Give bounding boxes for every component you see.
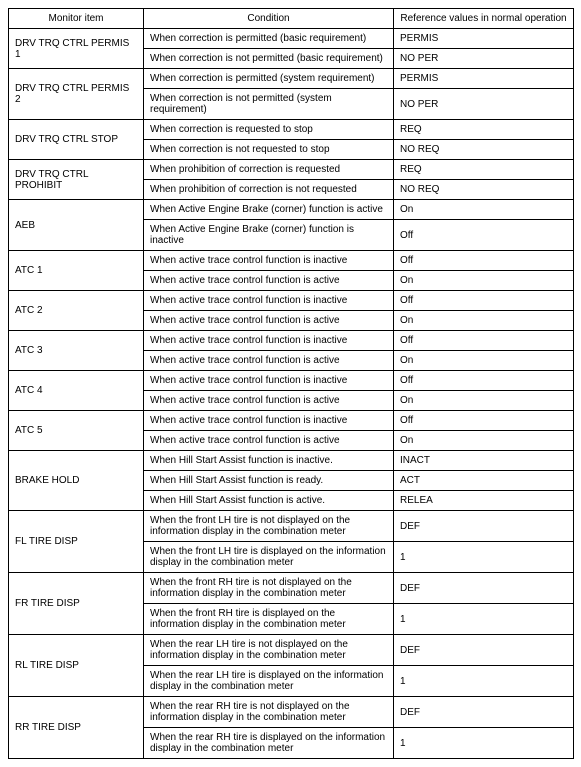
table-row: DRV TRQ CTRL PERMIS 2When correction is … bbox=[9, 69, 574, 89]
header-monitor-item: Monitor item bbox=[9, 9, 144, 29]
condition-cell: When active trace control function is ac… bbox=[144, 391, 394, 411]
condition-cell: When active trace control function is in… bbox=[144, 331, 394, 351]
reference-cell: On bbox=[394, 431, 574, 451]
reference-cell: NO PER bbox=[394, 89, 574, 120]
condition-cell: When active trace control function is in… bbox=[144, 411, 394, 431]
condition-cell: When the front LH tire is displayed on t… bbox=[144, 542, 394, 573]
monitor-item-cell: DRV TRQ CTRL STOP bbox=[9, 120, 144, 160]
condition-cell: When the front LH tire is not displayed … bbox=[144, 511, 394, 542]
reference-cell: DEF bbox=[394, 635, 574, 666]
monitor-item-cell: FR TIRE DISP bbox=[9, 573, 144, 635]
table-row: RL TIRE DISPWhen the rear LH tire is not… bbox=[9, 635, 574, 666]
reference-cell: On bbox=[394, 311, 574, 331]
condition-cell: When active trace control function is ac… bbox=[144, 351, 394, 371]
condition-cell: When correction is not requested to stop bbox=[144, 140, 394, 160]
reference-cell: DEF bbox=[394, 511, 574, 542]
condition-cell: When correction is permitted (system req… bbox=[144, 69, 394, 89]
condition-cell: When the rear LH tire is displayed on th… bbox=[144, 666, 394, 697]
table-row: DRV TRQ CTRL STOPWhen correction is requ… bbox=[9, 120, 574, 140]
condition-cell: When active trace control function is in… bbox=[144, 371, 394, 391]
reference-cell: Off bbox=[394, 371, 574, 391]
monitor-item-cell: ATC 3 bbox=[9, 331, 144, 371]
condition-cell: When Hill Start Assist function is inact… bbox=[144, 451, 394, 471]
reference-cell: NO REQ bbox=[394, 140, 574, 160]
header-reference: Reference values in normal operation bbox=[394, 9, 574, 29]
reference-cell: REQ bbox=[394, 120, 574, 140]
header-condition: Condition bbox=[144, 9, 394, 29]
reference-cell: Off bbox=[394, 220, 574, 251]
condition-cell: When the front RH tire is displayed on t… bbox=[144, 604, 394, 635]
monitor-item-cell: DRV TRQ CTRL PROHIBIT bbox=[9, 160, 144, 200]
monitor-item-cell: DRV TRQ CTRL PERMIS 1 bbox=[9, 29, 144, 69]
reference-cell: 1 bbox=[394, 604, 574, 635]
reference-cell: RELEA bbox=[394, 491, 574, 511]
reference-cell: NO PER bbox=[394, 49, 574, 69]
monitor-item-cell: BRAKE HOLD bbox=[9, 451, 144, 511]
condition-cell: When the rear RH tire is not displayed o… bbox=[144, 697, 394, 728]
table-row: FL TIRE DISPWhen the front LH tire is no… bbox=[9, 511, 574, 542]
table-row: DRV TRQ CTRL PERMIS 1When correction is … bbox=[9, 29, 574, 49]
monitor-item-cell: ATC 4 bbox=[9, 371, 144, 411]
reference-cell: ACT bbox=[394, 471, 574, 491]
condition-cell: When active trace control function is in… bbox=[144, 251, 394, 271]
table-row: ATC 5When active trace control function … bbox=[9, 411, 574, 431]
monitor-item-cell: FL TIRE DISP bbox=[9, 511, 144, 573]
monitor-table: Monitor item Condition Reference values … bbox=[8, 8, 574, 759]
reference-cell: 1 bbox=[394, 666, 574, 697]
monitor-item-cell: AEB bbox=[9, 200, 144, 251]
condition-cell: When prohibition of correction is not re… bbox=[144, 180, 394, 200]
condition-cell: When active trace control function is ac… bbox=[144, 431, 394, 451]
reference-cell: DEF bbox=[394, 697, 574, 728]
reference-cell: REQ bbox=[394, 160, 574, 180]
reference-cell: On bbox=[394, 271, 574, 291]
condition-cell: When the front RH tire is not displayed … bbox=[144, 573, 394, 604]
condition-cell: When Active Engine Brake (corner) functi… bbox=[144, 200, 394, 220]
reference-cell: Off bbox=[394, 251, 574, 271]
condition-cell: When prohibition of correction is reques… bbox=[144, 160, 394, 180]
condition-cell: When correction is not permitted (system… bbox=[144, 89, 394, 120]
table-row: ATC 4When active trace control function … bbox=[9, 371, 574, 391]
reference-cell: 1 bbox=[394, 542, 574, 573]
condition-cell: When correction is not permitted (basic … bbox=[144, 49, 394, 69]
condition-cell: When Hill Start Assist function is ready… bbox=[144, 471, 394, 491]
condition-cell: When active trace control function is ac… bbox=[144, 311, 394, 331]
reference-cell: On bbox=[394, 200, 574, 220]
condition-cell: When active trace control function is in… bbox=[144, 291, 394, 311]
reference-cell: PERMIS bbox=[394, 29, 574, 49]
reference-cell: PERMIS bbox=[394, 69, 574, 89]
reference-cell: On bbox=[394, 351, 574, 371]
table-body: DRV TRQ CTRL PERMIS 1When correction is … bbox=[9, 29, 574, 759]
reference-cell: Off bbox=[394, 291, 574, 311]
condition-cell: When correction is requested to stop bbox=[144, 120, 394, 140]
monitor-item-cell: ATC 1 bbox=[9, 251, 144, 291]
table-row: DRV TRQ CTRL PROHIBITWhen prohibition of… bbox=[9, 160, 574, 180]
condition-cell: When Hill Start Assist function is activ… bbox=[144, 491, 394, 511]
table-row: BRAKE HOLDWhen Hill Start Assist functio… bbox=[9, 451, 574, 471]
condition-cell: When the rear LH tire is not displayed o… bbox=[144, 635, 394, 666]
header-row: Monitor item Condition Reference values … bbox=[9, 9, 574, 29]
reference-cell: On bbox=[394, 391, 574, 411]
condition-cell: When active trace control function is ac… bbox=[144, 271, 394, 291]
reference-cell: NO REQ bbox=[394, 180, 574, 200]
condition-cell: When correction is permitted (basic requ… bbox=[144, 29, 394, 49]
table-row: AEBWhen Active Engine Brake (corner) fun… bbox=[9, 200, 574, 220]
table-row: RR TIRE DISPWhen the rear RH tire is not… bbox=[9, 697, 574, 728]
monitor-item-cell: RR TIRE DISP bbox=[9, 697, 144, 759]
monitor-item-cell: RL TIRE DISP bbox=[9, 635, 144, 697]
monitor-item-cell: ATC 2 bbox=[9, 291, 144, 331]
reference-cell: Off bbox=[394, 331, 574, 351]
reference-cell: INACT bbox=[394, 451, 574, 471]
table-row: ATC 2When active trace control function … bbox=[9, 291, 574, 311]
condition-cell: When Active Engine Brake (corner) functi… bbox=[144, 220, 394, 251]
table-row: ATC 3When active trace control function … bbox=[9, 331, 574, 351]
monitor-item-cell: ATC 5 bbox=[9, 411, 144, 451]
table-row: FR TIRE DISPWhen the front RH tire is no… bbox=[9, 573, 574, 604]
monitor-item-cell: DRV TRQ CTRL PERMIS 2 bbox=[9, 69, 144, 120]
table-row: ATC 1When active trace control function … bbox=[9, 251, 574, 271]
reference-cell: Off bbox=[394, 411, 574, 431]
reference-cell: DEF bbox=[394, 573, 574, 604]
